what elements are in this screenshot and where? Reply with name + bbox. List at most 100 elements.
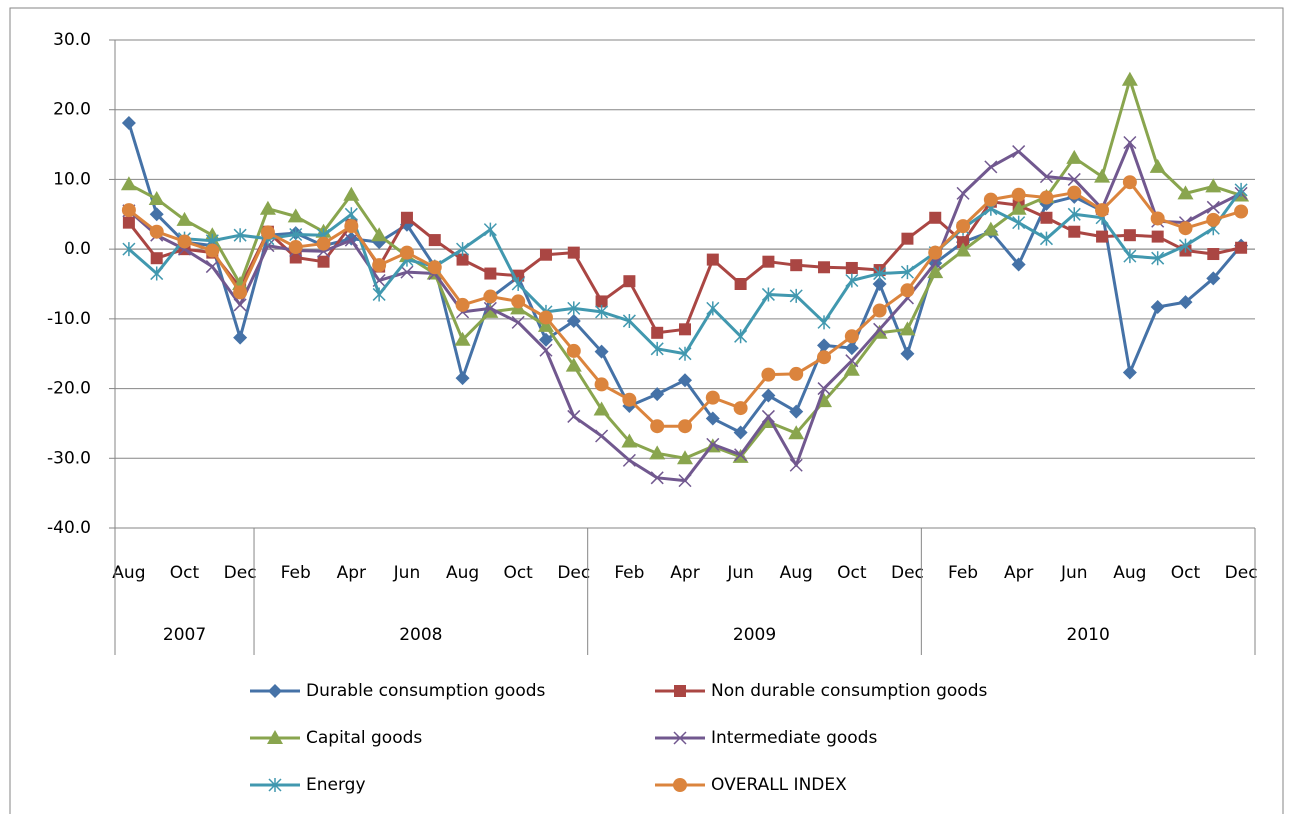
marker — [844, 341, 859, 356]
marker — [1066, 149, 1083, 164]
y-tick-label: -30.0 — [47, 448, 91, 468]
marker — [1178, 221, 1193, 236]
marker — [1012, 215, 1026, 230]
marker — [872, 277, 887, 291]
marker — [900, 346, 915, 361]
marker — [233, 298, 247, 312]
marker — [673, 731, 687, 745]
x-group-label: 2009 — [733, 625, 776, 645]
x-tick-label: Feb — [614, 563, 644, 583]
marker — [679, 323, 691, 336]
marker — [1207, 248, 1220, 261]
x-tick-label: Apr — [337, 563, 366, 583]
marker — [344, 219, 359, 234]
x-tick-label: Jun — [726, 563, 754, 583]
marker — [928, 245, 943, 260]
legend-label: Capital goods — [306, 728, 422, 748]
legend-label: OVERALL INDEX — [711, 775, 847, 795]
marker — [122, 216, 135, 229]
marker — [267, 730, 283, 744]
marker — [789, 404, 804, 419]
marker — [957, 236, 970, 249]
marker — [400, 211, 413, 224]
y-tick-label: -20.0 — [47, 379, 91, 399]
legend-label: Intermediate goods — [711, 728, 877, 748]
marker — [761, 287, 775, 302]
marker — [955, 242, 972, 257]
marker — [678, 373, 692, 388]
y-tick-label: 20.0 — [53, 100, 91, 120]
marker — [1151, 230, 1164, 243]
marker — [1150, 211, 1165, 226]
marker — [678, 419, 692, 434]
marker — [845, 354, 859, 368]
marker — [595, 304, 609, 319]
legend-item: Non durable consumption goods — [655, 681, 988, 701]
marker — [1067, 185, 1082, 200]
marker — [205, 260, 219, 274]
marker — [1123, 229, 1136, 242]
marker — [205, 243, 220, 258]
marker — [122, 242, 136, 257]
marker — [734, 329, 748, 344]
marker — [1178, 238, 1193, 253]
marker — [899, 321, 916, 336]
marker — [268, 684, 282, 698]
marker — [1012, 145, 1026, 159]
marker — [790, 259, 803, 272]
marker — [983, 192, 998, 207]
x-tick-label: Oct — [1171, 563, 1201, 583]
x-tick-label: Aug — [446, 563, 479, 583]
marker — [538, 310, 553, 325]
x-tick-label: Aug — [780, 563, 813, 583]
marker — [594, 377, 609, 392]
marker — [1094, 168, 1111, 183]
marker — [511, 315, 525, 329]
marker — [1011, 257, 1026, 272]
marker — [538, 332, 553, 347]
y-tick-label: 10.0 — [53, 169, 91, 189]
marker — [1095, 203, 1110, 218]
marker — [260, 225, 275, 240]
x-tick-label: Oct — [837, 563, 867, 583]
marker — [483, 301, 497, 315]
legend-item: Durable consumption goods — [250, 681, 546, 701]
marker — [1206, 271, 1221, 286]
marker — [622, 392, 637, 407]
marker — [149, 224, 164, 239]
legend-label: Durable consumption goods — [306, 681, 546, 701]
marker — [565, 357, 582, 372]
marker — [1040, 211, 1053, 224]
x-tick-label: Oct — [170, 563, 200, 583]
marker — [1205, 178, 1222, 193]
marker — [511, 294, 526, 309]
marker — [677, 450, 693, 465]
marker — [733, 425, 748, 440]
marker — [316, 236, 331, 251]
legend-item: Intermediate goods — [655, 728, 877, 748]
marker — [539, 248, 552, 261]
marker — [734, 448, 748, 462]
marker — [818, 261, 831, 274]
marker — [762, 255, 775, 268]
marker — [455, 371, 470, 386]
y-tick-label: -40.0 — [47, 518, 91, 538]
marker — [900, 283, 915, 298]
marker — [845, 273, 859, 288]
marker — [595, 295, 608, 308]
marker — [120, 176, 137, 191]
marker — [873, 266, 887, 281]
x-tick-label: Apr — [670, 563, 699, 583]
marker — [1151, 251, 1165, 266]
marker — [929, 211, 942, 224]
marker — [1178, 295, 1193, 310]
marker — [650, 387, 665, 402]
marker — [705, 390, 720, 405]
marker — [984, 160, 998, 174]
x-tick-label: Dec — [891, 563, 924, 583]
marker — [1177, 185, 1194, 200]
marker — [233, 228, 247, 243]
marker — [483, 289, 498, 304]
marker — [1123, 135, 1137, 150]
